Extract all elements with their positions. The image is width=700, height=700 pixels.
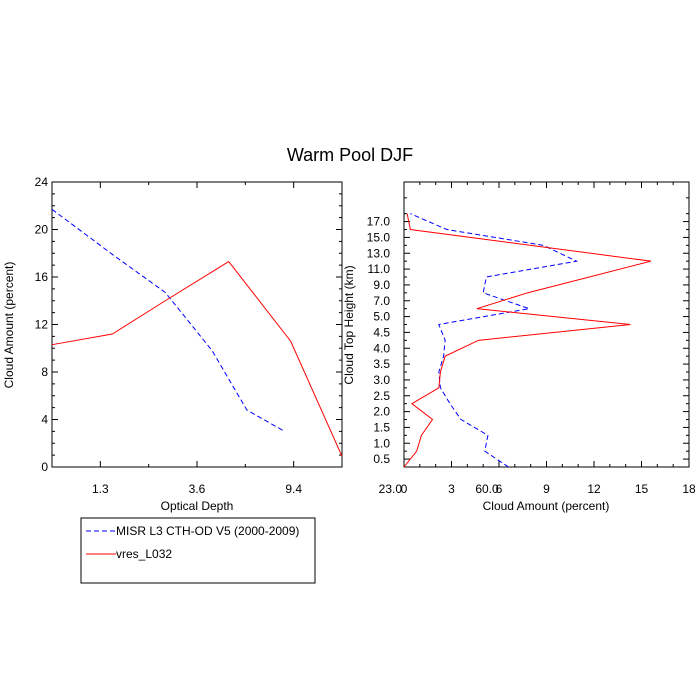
left-y-tick-label: 24 bbox=[35, 175, 49, 189]
left-y-tick-label: 4 bbox=[41, 413, 48, 427]
right-y-tick-label: 3.5 bbox=[373, 357, 390, 371]
left-y-tick-label: 12 bbox=[35, 318, 49, 332]
legend-box bbox=[80, 517, 316, 584]
right-x-tick-label: 0 bbox=[401, 482, 408, 496]
right-y-tick-label: 4.5 bbox=[373, 325, 390, 339]
right-y-tick-label: 3.0 bbox=[373, 373, 390, 387]
legend: MISR L3 CTH-OD V5 (2000-2009) vres_L032 bbox=[80, 517, 316, 584]
left-y-tick-label: 0 bbox=[41, 460, 48, 474]
right-y-tick-label: 15.0 bbox=[367, 230, 391, 244]
left-x-tick-label: 3.6 bbox=[189, 482, 206, 496]
left-x-tick-label: 60.0 bbox=[475, 482, 499, 496]
legend-label-model: vres_L032 bbox=[116, 547, 172, 561]
left-series-line-model bbox=[51, 260, 343, 457]
right-y-tick-label: 2.0 bbox=[373, 405, 390, 419]
left-y-axis-label: Cloud Amount (percent) bbox=[2, 262, 16, 389]
legend-label-misr: MISR L3 CTH-OD V5 (2000-2009) bbox=[116, 524, 299, 538]
right-x-tick-label: 18 bbox=[682, 482, 696, 496]
left-x-axis-label: Optical Depth bbox=[161, 499, 234, 513]
left-x-tick-label: 23.0 bbox=[379, 482, 403, 496]
right-series-line-misr bbox=[410, 213, 579, 468]
right-axis-ticks: 0 3 6 9 12 15 18 0.5 1.0 1.52.0 2.5 3.0 3.5 4.0 4.55.0… bbox=[367, 182, 696, 496]
right-y-tick-label: 2.5 bbox=[373, 389, 390, 403]
left-y-tick-label: 16 bbox=[35, 270, 49, 284]
left-x-tick-label: 9.4 bbox=[285, 482, 302, 496]
right-y-tick-label: 1.0 bbox=[373, 436, 390, 450]
figure-title: Warm Pool DJF bbox=[287, 145, 413, 165]
right-y-tick-label: 7.0 bbox=[373, 294, 390, 308]
right-x-tick-label: 6 bbox=[496, 482, 503, 496]
right-y-tick-label: 11.0 bbox=[368, 262, 391, 276]
right-y-tick-label: 5.0 bbox=[373, 310, 390, 324]
right-y-tick-label: 13.0 bbox=[367, 246, 391, 260]
right-x-tick-label: 15 bbox=[635, 482, 649, 496]
left-plot-frame bbox=[51, 181, 343, 468]
left-series-line-misr bbox=[51, 208, 285, 432]
left-y-tick-label: 8 bbox=[41, 365, 48, 379]
right-y-axis-label: Cloud Top Height (km) bbox=[342, 265, 356, 384]
left-x-tick-label: 1.3 bbox=[92, 482, 109, 496]
right-y-tick-label: 9.0 bbox=[373, 278, 390, 292]
right-y-tick-label: 17.0 bbox=[367, 215, 391, 229]
right-series-line-model bbox=[403, 213, 652, 468]
left-y-tick-label: 20 bbox=[35, 223, 49, 237]
right-y-tick-label: 1.5 bbox=[373, 420, 390, 434]
right-x-axis-label: Cloud Amount (percent) bbox=[483, 499, 610, 513]
right-x-tick-label: 12 bbox=[587, 482, 601, 496]
left-chart: 0 4 8 12 16 20 24 1.3 3.6 9.4 23.0 60.0 Optical Dep… bbox=[2, 175, 499, 513]
left-series-lines bbox=[51, 208, 343, 457]
right-x-tick-label: 9 bbox=[543, 482, 550, 496]
right-y-tick-label: 4.0 bbox=[373, 341, 390, 355]
right-y-tick-label: 0.5 bbox=[373, 452, 390, 466]
right-series-lines bbox=[403, 213, 652, 468]
right-chart: 0 3 6 9 12 15 18 0.5 1.0 1.52.0 2.5 3.0 3.5 4.0 4.55.0… bbox=[342, 181, 696, 513]
right-x-tick-label: 3 bbox=[448, 482, 455, 496]
right-plot-frame bbox=[403, 181, 690, 468]
